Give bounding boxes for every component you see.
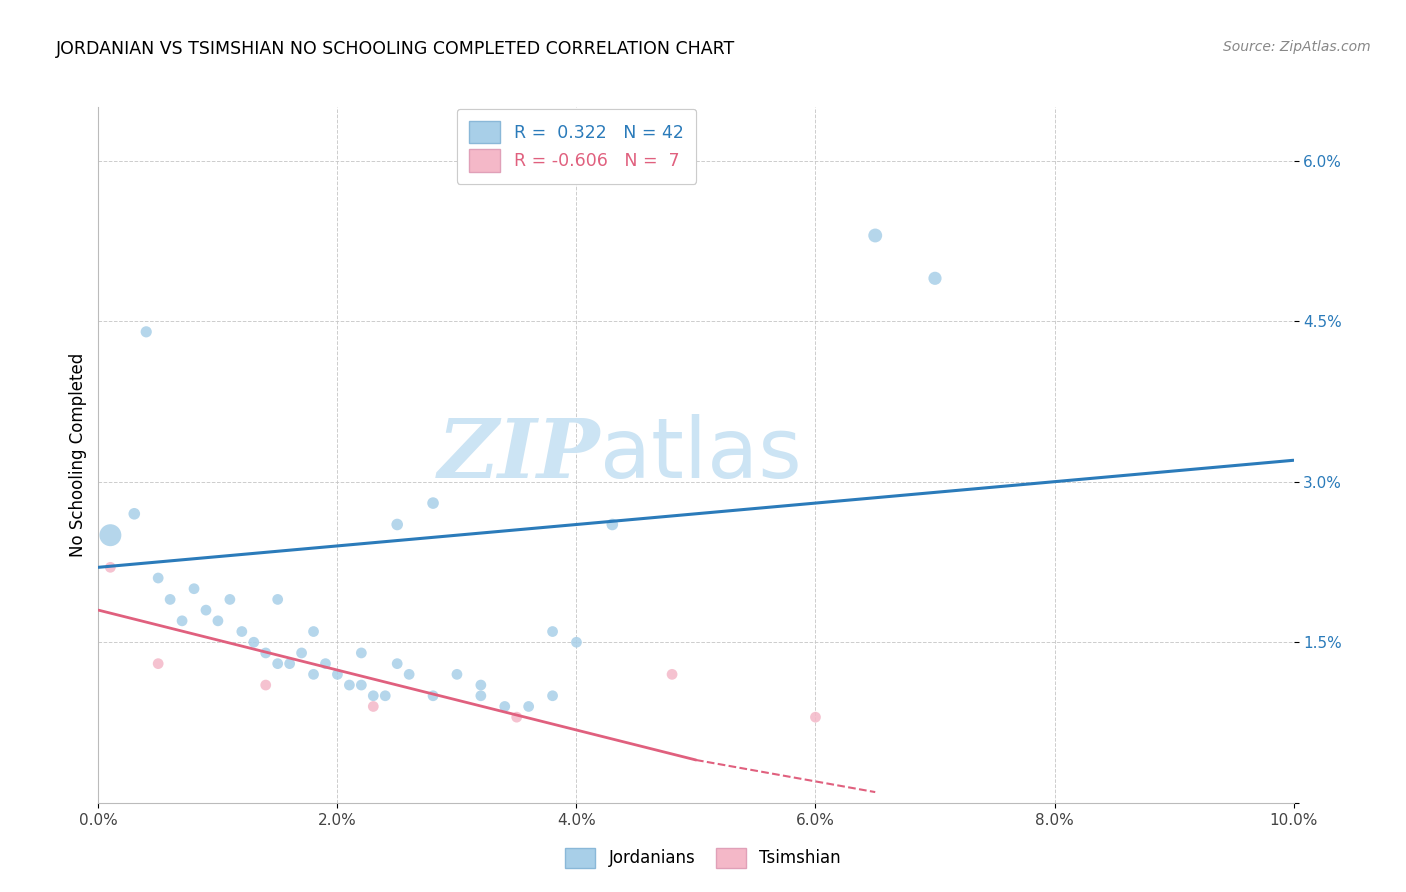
Point (470, 678, 492, 692)
Point (194, 603, 218, 617)
Point (804, 710, 827, 724)
Point (385, 657, 409, 671)
Point (231, 624, 253, 639)
Point (506, 710, 529, 724)
Point (254, 678, 277, 692)
Y-axis label: No Schooling Completed: No Schooling Completed (69, 353, 87, 557)
Point (385, 517, 409, 532)
Point (661, 667, 683, 681)
Point (135, 325, 157, 339)
Point (541, 689, 564, 703)
Text: atlas: atlas (600, 415, 801, 495)
Point (541, 624, 564, 639)
Point (243, 635, 266, 649)
Point (267, 592, 290, 607)
Point (124, 507, 146, 521)
Point (98, 528, 122, 542)
Point (517, 699, 540, 714)
Point (267, 657, 290, 671)
Point (924, 271, 946, 285)
Point (470, 689, 492, 703)
Point (315, 657, 337, 671)
Point (302, 667, 325, 681)
Point (326, 667, 349, 681)
Point (172, 614, 194, 628)
Point (183, 582, 205, 596)
Point (339, 678, 360, 692)
Point (148, 571, 170, 585)
Legend: Jordanians, Tsimshian: Jordanians, Tsimshian (558, 841, 848, 875)
Point (446, 667, 468, 681)
Point (278, 657, 301, 671)
Legend: R =  0.322   N = 42, R = -0.606   N =  7: R = 0.322 N = 42, R = -0.606 N = 7 (457, 109, 696, 184)
Point (98, 560, 122, 574)
Text: JORDANIAN VS TSIMSHIAN NO SCHOOLING COMPLETED CORRELATION CHART: JORDANIAN VS TSIMSHIAN NO SCHOOLING COMP… (56, 40, 735, 58)
Point (302, 624, 325, 639)
Point (350, 678, 373, 692)
Point (254, 646, 277, 660)
Text: Source: ZipAtlas.com: Source: ZipAtlas.com (1223, 40, 1371, 54)
Point (398, 667, 420, 681)
Point (159, 592, 181, 607)
Point (350, 646, 373, 660)
Point (865, 228, 887, 243)
Point (494, 699, 516, 714)
Point (565, 635, 588, 649)
Point (422, 496, 444, 510)
Point (219, 592, 242, 607)
Point (600, 517, 623, 532)
Text: ZIP: ZIP (437, 415, 600, 495)
Point (374, 689, 396, 703)
Point (290, 646, 312, 660)
Point (148, 657, 170, 671)
Point (422, 689, 444, 703)
Point (363, 699, 385, 714)
Point (207, 614, 229, 628)
Point (363, 689, 385, 703)
